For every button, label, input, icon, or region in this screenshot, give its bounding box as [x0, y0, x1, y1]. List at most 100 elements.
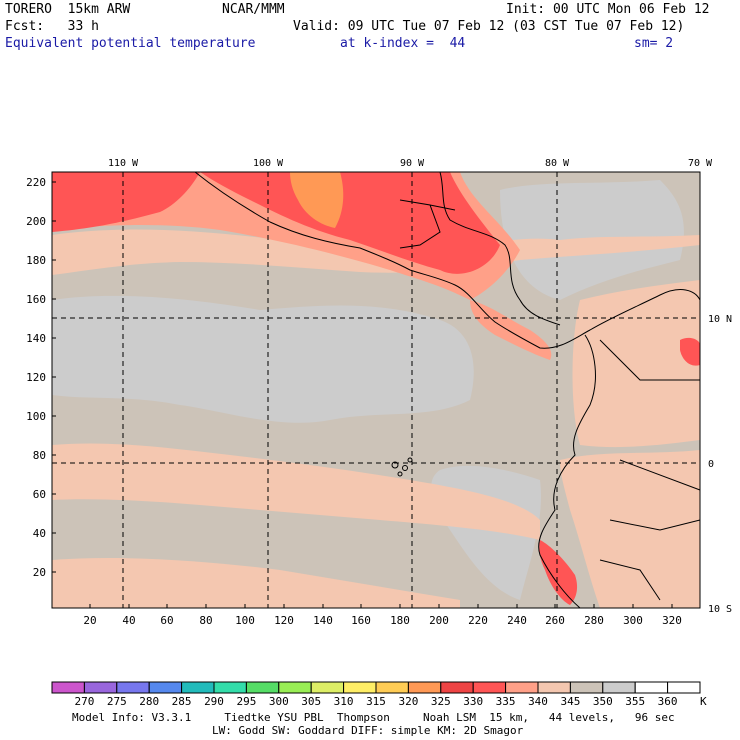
colorbar-level-label: 320	[398, 695, 418, 708]
colorbar-swatch	[407, 681, 442, 694]
field-red-andes	[539, 540, 578, 605]
x-tick-label: 20	[83, 614, 96, 627]
level-info: at k-index = 44	[340, 36, 466, 51]
model-title: TORERO 15km ARW	[5, 2, 131, 17]
coastline-central-america	[194, 171, 701, 349]
physics-info: LW: Godd SW: Goddard DIFF: simple KM: 2D…	[212, 724, 524, 737]
field-tan-land-south	[560, 450, 700, 608]
model-info: Model Info: V3.3.1 Tiedtke YSU PBL Thomp…	[72, 711, 675, 724]
valid-time: Valid: 09 UTC Tue 07 Feb 12 (03 CST Tue …	[293, 19, 685, 34]
colorbar-swatch	[278, 681, 312, 694]
colorbar-labels: 270 275 280 285 290 295 300 305 310 315 320 325 330 3…	[74, 695, 677, 708]
x-tick-label: 100	[235, 614, 255, 627]
colorbar-swatch	[116, 681, 150, 694]
organization: NCAR/MMM	[222, 2, 285, 17]
colorbar-level-label: 325	[431, 695, 451, 708]
x-tick-label: 320	[662, 614, 682, 627]
x-tick-label: 180	[390, 614, 410, 627]
colorbar-level-label: 315	[366, 695, 386, 708]
lat-label-10s: 10 S	[708, 604, 732, 615]
field-tan-land-east	[572, 280, 700, 448]
y-tick-label: 80	[33, 449, 46, 462]
x-tick-label: 240	[507, 614, 527, 627]
init-time: Init: 00 UTC Mon 06 Feb 12	[506, 2, 710, 17]
field-lightgray-band	[52, 295, 474, 423]
x-tick-label: 140	[313, 614, 333, 627]
y-tick-label: 40	[33, 527, 46, 540]
x-tick-marks	[89, 604, 673, 608]
x-tick-label: 160	[351, 614, 371, 627]
lon-label-80w: 80 W	[545, 158, 570, 169]
colorbar-level-label: 340	[528, 695, 548, 708]
field-tan-south	[52, 558, 460, 608]
island-galapagos-3	[397, 471, 403, 477]
lat-label-10n: 10 N	[708, 314, 732, 325]
field-orange-mexico	[290, 172, 344, 228]
colorbar-swatch	[505, 681, 539, 694]
colorbar-level-label: 330	[463, 695, 483, 708]
y-tick-label: 120	[26, 371, 46, 384]
coastlines	[194, 171, 701, 609]
colorbar-level-label: 295	[236, 695, 256, 708]
map-plot: 110 W 100 W 90 W 80 W 70 W 10 N 0 10 S 2…	[26, 158, 732, 627]
colorbar-level-label: 305	[301, 695, 321, 708]
colorbar-swatch	[537, 681, 571, 694]
colorbar-swatch	[245, 681, 280, 694]
y-tick-label: 180	[26, 254, 46, 267]
y-tick-label: 20	[33, 566, 46, 579]
map-frame	[51, 171, 701, 609]
x-tick-label: 60	[160, 614, 173, 627]
colorbar-swatch	[51, 681, 85, 694]
lon-label-110w: 110 W	[108, 158, 139, 169]
island-galapagos-1	[391, 461, 399, 469]
border-lines	[399, 199, 701, 601]
colorbar-level-label: 270	[74, 695, 94, 708]
x-tick-label: 280	[584, 614, 604, 627]
x-tick-label: 300	[623, 614, 643, 627]
smoothing-info: sm= 2	[634, 36, 674, 51]
colorbar-swatch	[667, 681, 701, 694]
x-tick-label: 200	[429, 614, 449, 627]
colorbar-swatch	[602, 681, 636, 694]
field-red-guatemala	[200, 172, 500, 274]
colorbar-swatch	[634, 681, 669, 694]
colorbar-swatch	[569, 681, 604, 694]
colorbar-swatch	[83, 681, 118, 694]
colorbar-swatch	[310, 681, 345, 694]
colorbar-level-label: 300	[269, 695, 289, 708]
lat-label-0: 0	[708, 459, 714, 470]
colorbar-level-label: 360	[658, 695, 678, 708]
island-galapagos-2	[402, 465, 408, 471]
colorbar-level-label: 290	[204, 695, 224, 708]
coastline-south-america	[538, 334, 596, 609]
colorbar-swatch	[472, 681, 507, 694]
graticule	[52, 172, 700, 608]
colorbar-level-label: 280	[139, 695, 159, 708]
colorbar-swatch	[181, 681, 215, 694]
colorbar-level-label: 355	[625, 695, 645, 708]
colorbar-swatch	[213, 681, 247, 694]
field-red-northwest	[52, 172, 200, 232]
field-tan-north	[52, 229, 700, 275]
colorbar-level-label: 350	[593, 695, 613, 708]
y-tick-label: 220	[26, 176, 46, 189]
x-tick-label: 220	[468, 614, 488, 627]
colorbar-swatch	[343, 681, 377, 694]
field-name: Equivalent potential temperature	[5, 36, 256, 51]
field-red-colombia	[680, 337, 700, 366]
colorbar-swatch	[440, 681, 474, 694]
y-tick-label: 60	[33, 488, 46, 501]
x-tick-label: 260	[545, 614, 565, 627]
forecast-hour: Fcst: 33 h	[5, 19, 99, 34]
colorbar-unit: K	[700, 695, 707, 708]
y-tick-label: 160	[26, 293, 46, 306]
colorbar-level-label: 275	[107, 695, 127, 708]
colorbar-swatch	[148, 681, 183, 694]
x-tick-label: 120	[274, 614, 294, 627]
field-tan-middle	[52, 443, 540, 540]
lon-label-90w: 90 W	[400, 158, 425, 169]
x-tick-label: 80	[199, 614, 212, 627]
lon-label-70w: 70 W	[688, 158, 713, 169]
colorbar-level-label: 285	[172, 695, 192, 708]
colorbar-swatches	[51, 681, 701, 694]
